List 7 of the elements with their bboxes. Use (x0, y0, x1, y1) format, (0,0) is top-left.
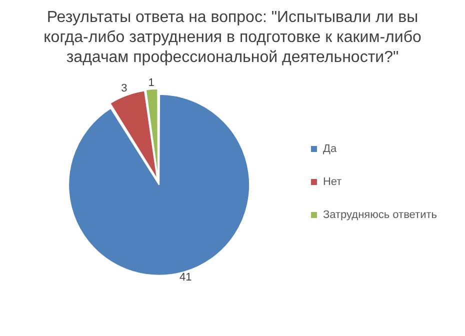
legend-label: Нет (322, 176, 342, 188)
legend-label: Да (322, 143, 338, 156)
legend-label: Затрудняюсь ответить (322, 209, 438, 222)
data-label: 41 (180, 272, 192, 284)
data-label: 3 (121, 82, 128, 95)
chart-title: Результаты ответа на вопрос: "Испытывали ли вы когда-либо затруднения в подготовке к каким-либо задачам профессиональной деятельности?" (42, 8, 422, 68)
data-label: 1 (148, 76, 154, 89)
